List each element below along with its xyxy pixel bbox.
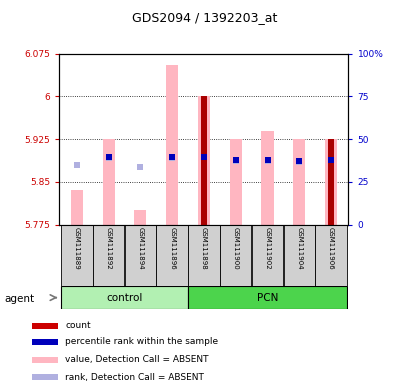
Text: GSM111889: GSM111889 [74,227,80,270]
Text: agent: agent [4,294,34,304]
Text: percentile rank within the sample: percentile rank within the sample [65,338,218,346]
Bar [283,225,314,286]
Text: GSM111898: GSM111898 [200,227,207,270]
Text: GSM111902: GSM111902 [264,227,270,270]
Bar [61,286,187,309]
Text: GDS2094 / 1392203_at: GDS2094 / 1392203_at [132,12,277,25]
Bar [327,139,333,225]
Bar [93,225,124,286]
Bar [32,374,57,381]
Text: GSM111896: GSM111896 [169,227,175,270]
Text: control: control [106,293,142,303]
Bar [32,323,57,329]
Text: PCN: PCN [256,293,278,303]
Bar [71,190,83,225]
Text: rank, Detection Call = ABSENT: rank, Detection Call = ABSENT [65,373,204,382]
Text: value, Detection Call = ABSENT: value, Detection Call = ABSENT [65,355,208,364]
Text: GSM111894: GSM111894 [137,227,143,270]
Bar [220,225,251,286]
Text: GSM111892: GSM111892 [106,227,111,270]
Text: GSM111906: GSM111906 [327,227,333,270]
Bar [201,96,206,225]
Bar [315,225,346,286]
Bar [32,339,57,345]
Bar [166,65,178,225]
Text: GSM111900: GSM111900 [232,227,238,270]
Bar [292,139,305,225]
Bar [124,225,156,286]
Bar [251,225,283,286]
Bar [156,225,187,286]
Text: GSM111904: GSM111904 [296,227,301,270]
Bar [188,225,219,286]
Bar [61,225,92,286]
Text: count: count [65,321,91,330]
Bar [32,357,57,362]
Bar [261,131,273,225]
Bar [229,139,241,225]
Bar [102,139,115,225]
Bar [198,96,209,225]
Bar [134,210,146,225]
Bar [188,286,346,309]
Bar [324,139,336,225]
